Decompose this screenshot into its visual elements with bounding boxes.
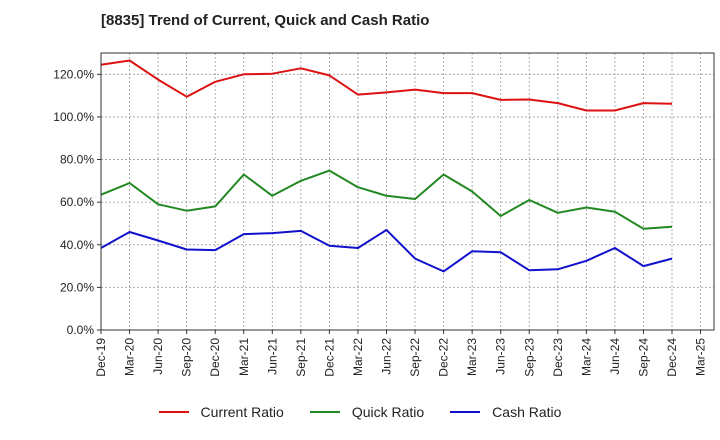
y-tick-label: 20.0% bbox=[60, 280, 94, 294]
x-tick-label: Jun-24 bbox=[608, 338, 622, 375]
x-tick-label: Dec-22 bbox=[437, 338, 451, 377]
x-tick-label: Sep-20 bbox=[180, 338, 194, 377]
x-tick-label: Mar-23 bbox=[465, 338, 479, 376]
x-tick-label: Dec-20 bbox=[208, 338, 222, 377]
y-tick-label: 0.0% bbox=[67, 323, 95, 337]
chart-title: [8835] Trend of Current, Quick and Cash … bbox=[101, 12, 430, 29]
plot-background bbox=[101, 53, 714, 330]
x-tick-label: Dec-19 bbox=[94, 338, 108, 377]
legend-item-quick-ratio: Quick Ratio bbox=[309, 404, 425, 420]
y-tick-label: 80.0% bbox=[60, 153, 94, 167]
x-tick-label: Mar-20 bbox=[123, 338, 137, 376]
legend-swatch-cash-ratio bbox=[450, 411, 481, 413]
legend-label-current-ratio: Current Ratio bbox=[200, 404, 284, 420]
x-tick-label: Sep-22 bbox=[408, 338, 422, 377]
x-tick-label: Mar-22 bbox=[351, 338, 365, 376]
x-tick-label: Mar-21 bbox=[237, 338, 251, 376]
legend-swatch-current-ratio bbox=[158, 411, 189, 413]
legend-swatch-quick-ratio bbox=[309, 411, 340, 413]
legend-item-cash-ratio: Cash Ratio bbox=[450, 404, 561, 420]
legend-label-cash-ratio: Cash Ratio bbox=[492, 404, 562, 420]
x-tick-label: Mar-25 bbox=[694, 338, 708, 376]
plot-frame bbox=[100, 52, 715, 331]
x-tick-label: Sep-24 bbox=[636, 338, 650, 377]
x-tick-label: Jun-20 bbox=[151, 338, 165, 375]
legend-item-current-ratio: Current Ratio bbox=[158, 404, 284, 420]
x-tick-label: Sep-23 bbox=[522, 338, 536, 377]
x-tick-label: Dec-24 bbox=[665, 338, 679, 377]
x-tick-label: Mar-24 bbox=[579, 338, 593, 376]
legend: Current Ratio Quick Ratio Cash Ratio bbox=[0, 404, 720, 420]
series-line-cash-ratio bbox=[100, 228, 673, 273]
legend-label-quick-ratio: Quick Ratio bbox=[351, 404, 425, 420]
y-tick-label: 60.0% bbox=[60, 195, 94, 209]
x-tick-label: Jun-22 bbox=[380, 338, 394, 375]
series-line-quick-ratio bbox=[100, 169, 673, 230]
x-tick-label: Dec-23 bbox=[551, 338, 565, 377]
x-tick-label: Dec-21 bbox=[322, 338, 336, 377]
y-tick-label: 120.0% bbox=[53, 67, 94, 81]
x-tick-label: Sep-21 bbox=[294, 338, 308, 377]
x-tick-label: Jun-21 bbox=[265, 338, 279, 375]
x-tick-label: Jun-23 bbox=[494, 338, 508, 375]
y-tick-label: 100.0% bbox=[53, 110, 94, 124]
y-tick-label: 40.0% bbox=[60, 238, 94, 252]
series-line-current-ratio bbox=[100, 59, 673, 112]
